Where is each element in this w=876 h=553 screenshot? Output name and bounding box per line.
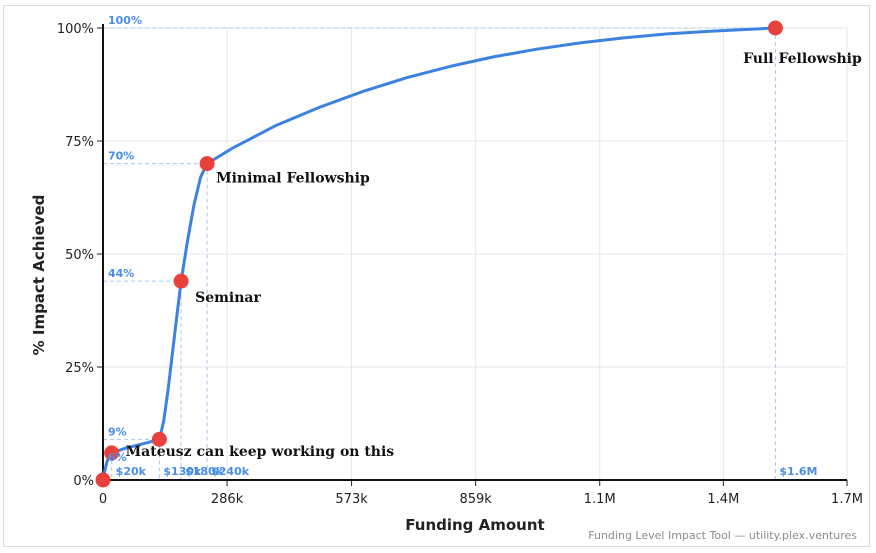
y-guide-label: 100% <box>108 14 142 27</box>
point-annotation: Minimal Fellowship <box>216 171 370 187</box>
x-axis-title: Funding Amount <box>405 516 544 534</box>
data-point <box>767 20 783 36</box>
x-tick-label: 1.7M <box>831 492 863 507</box>
data-point <box>95 472 111 488</box>
data-point <box>199 156 215 172</box>
x-tick-label: 573k <box>335 492 368 507</box>
y-tick-label: 0% <box>73 474 94 489</box>
y-guide-label: 9% <box>108 425 127 438</box>
y-guide-label: 44% <box>108 267 134 280</box>
y-tick-label: 25% <box>65 361 94 376</box>
y-axis-title: % Impact Achieved <box>30 195 48 356</box>
impact-curve <box>101 26 777 482</box>
chart-frame <box>3 5 870 547</box>
data-points <box>95 20 783 488</box>
x-tick-label: 286k <box>211 492 244 507</box>
data-point <box>151 431 167 447</box>
y-guide-label: 6% <box>108 451 127 464</box>
x-guide-label: $130k <box>163 465 202 478</box>
footer-credit: Funding Level Impact Tool — utility.plex… <box>588 529 857 542</box>
annotations: 6%$20k 9% $130k 44% $180k 70% $240k 100% $1.6M Ma… <box>108 14 862 478</box>
x-guide-label: $1.6M <box>779 465 817 478</box>
x-guide-label: $20k <box>116 465 147 478</box>
guide-lines <box>103 27 776 480</box>
data-point <box>173 273 189 289</box>
y-tick-label: 100% <box>57 22 94 37</box>
x-tick-label: 0 <box>99 492 107 507</box>
grid <box>102 27 848 481</box>
x-tick-label: 859k <box>459 492 492 507</box>
data-point <box>104 445 120 461</box>
y-guide-label: 70% <box>108 150 134 163</box>
x-tick-label: 1.1M <box>584 492 616 507</box>
point-annotation: Full Fellowship <box>743 51 862 67</box>
x-tick-label: 1.4M <box>707 492 739 507</box>
axes: 0% 25% 50% 75% 100% 0 286k 573k 859k 1.1M 1.4M 1.7M <box>57 22 863 507</box>
y-tick-label: 50% <box>65 248 94 263</box>
point-annotation: Seminar <box>195 290 261 306</box>
y-tick-label: 75% <box>65 135 94 150</box>
x-guide-label: $240k <box>211 465 250 478</box>
x-guide-label: $180k <box>185 465 224 478</box>
point-annotation: Mateusz can keep working on this <box>126 444 395 460</box>
